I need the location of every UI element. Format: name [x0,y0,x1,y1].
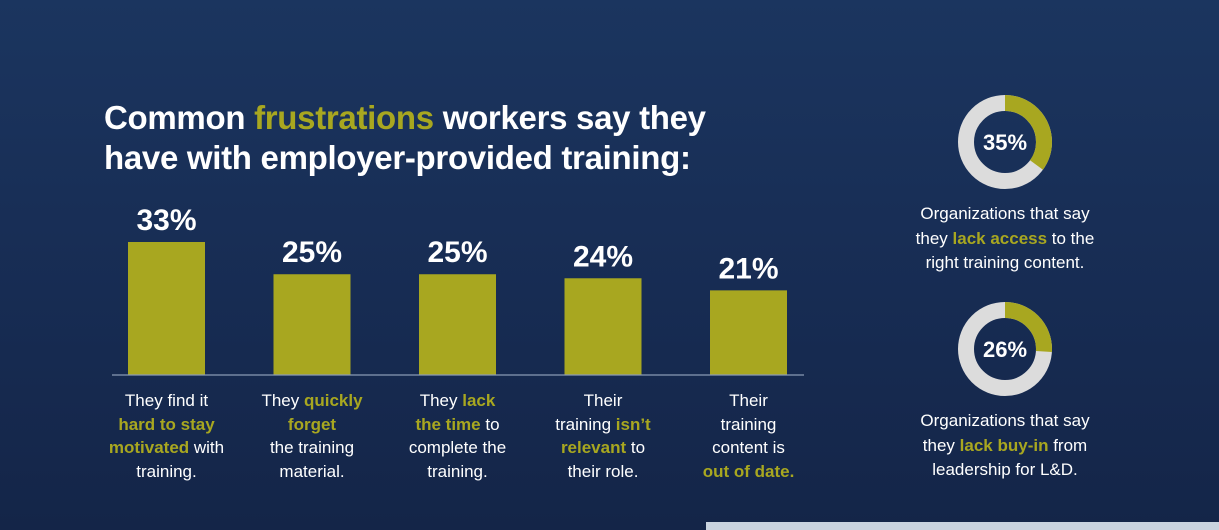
title-highlight: frustrations [254,99,434,136]
label-line: they lack buy-in from [890,434,1120,459]
highlight-text: lack [462,391,496,410]
label-text: with [189,438,225,457]
label-line: out of date. [674,460,824,484]
label-text: They find it [124,391,209,410]
bar [564,278,642,375]
bar-value-label: 21% [718,252,778,285]
label-text: they [915,228,953,248]
donut-center-label: 35% [983,130,1027,155]
label-text: Organizations that say [920,411,1090,430]
category-label: Their training content is out of date. [674,389,824,483]
label-text: Their [729,391,768,410]
category-label: They lack the time to complete the training… [383,389,533,483]
label-text: they [922,435,960,455]
label-text: from [1048,435,1088,455]
label-line: training [674,413,824,437]
highlight-text: the time [415,414,481,434]
page-title: Common frustrations workers say they hav… [104,98,804,178]
label-line: hard to stay [92,413,242,437]
label-text: the training [269,438,355,457]
label-line: leadership for L&D. [890,458,1120,483]
donut-block-lack-buy-in: 26% Organizations that say they lack buy-i… [890,299,1120,483]
label-line: the time to [383,413,533,437]
bars-group [128,242,787,375]
highlight-text: lack buy-in [959,435,1049,455]
donut-slice [958,302,1052,396]
donut-caption: Organizations that say they lack access t… [890,202,1120,276]
label-text: Their [583,391,623,410]
label-line: Organizations that say [890,409,1120,434]
label-text: training [555,414,616,434]
label-line: motivated with [92,436,242,460]
label-line: Their [528,389,678,413]
title-line-2: have with employer-provided training: [104,139,691,176]
label-text: their role. [567,461,639,481]
value-labels-group: 33% 25% 25% 24% 21% [136,204,778,285]
label-text: training. [136,461,197,481]
category-label: Their training isn’t relevant to their role… [528,389,678,483]
label-line: They quickly [237,389,387,413]
label-text: Organizations that say [920,204,1090,223]
title-line-1: Common frustrations workers say they [104,98,804,138]
label-text: right training content. [925,253,1085,272]
highlight-text: relevant [560,438,627,457]
label-text: content is [712,438,785,457]
highlight-text: isn’t [615,414,651,434]
highlight-text: motivated [108,438,190,457]
bar [419,274,496,375]
label-line: they lack access to the [890,227,1120,252]
donut-slice [958,95,1052,189]
donut-block-lack-access: 35% Organizations that say they lack acces… [890,92,1120,276]
label-text: training. [427,461,488,481]
label-line: content is [674,436,824,460]
label-line: They find it [92,389,242,413]
donut-chart: 35% [958,95,1052,189]
bottom-strip [706,522,1219,530]
title-line-1-post: workers say they [433,99,706,136]
bar-value-label: 33% [136,204,196,237]
label-text: to the [1047,228,1095,248]
highlight-text: out of date. [702,461,795,481]
label-text: They [419,391,463,410]
bar [273,274,351,375]
bar-value-label: 25% [282,236,342,269]
category-label: They quickly forget the training material. [237,389,387,483]
bar-value-label: 24% [573,240,633,273]
bar [710,290,787,375]
highlight-text: quickly [303,391,363,410]
label-text: to [626,438,646,457]
donut-chart: 26% [958,302,1052,396]
label-line: They lack [383,389,533,413]
label-line: the training [237,436,387,460]
bar-value-label: 25% [427,236,487,269]
label-text: leadership for L&D. [932,460,1078,479]
donut-caption: Organizations that say they lack buy-in f… [890,409,1120,483]
donut-center-label: 26% [983,337,1027,362]
label-line: material. [237,460,387,484]
label-text: material. [279,461,345,481]
highlight-text: lack access [952,228,1048,248]
bar [128,242,205,375]
label-line: Their [674,389,824,413]
label-text: to [480,414,500,434]
label-line: training. [92,460,242,484]
label-line: training isn’t [528,413,678,437]
title-line-1-pre: Common [104,99,255,136]
label-text: complete the [408,438,507,457]
label-line: training. [383,460,533,484]
label-text: training [720,414,777,434]
label-line: right training content. [890,251,1120,276]
label-line: Organizations that say [890,202,1120,227]
label-text: They [261,391,304,410]
bar-chart: 33% 25% 25% 24% 21% [112,204,804,376]
label-line: their role. [528,460,678,484]
label-line: forget [237,413,387,437]
label-line: complete the [383,436,533,460]
highlight-text: forget [287,414,337,434]
label-line: relevant to [528,436,678,460]
category-label: They find it hard to stay motivated with tr… [92,389,242,483]
highlight-text: hard to stay [118,414,215,434]
